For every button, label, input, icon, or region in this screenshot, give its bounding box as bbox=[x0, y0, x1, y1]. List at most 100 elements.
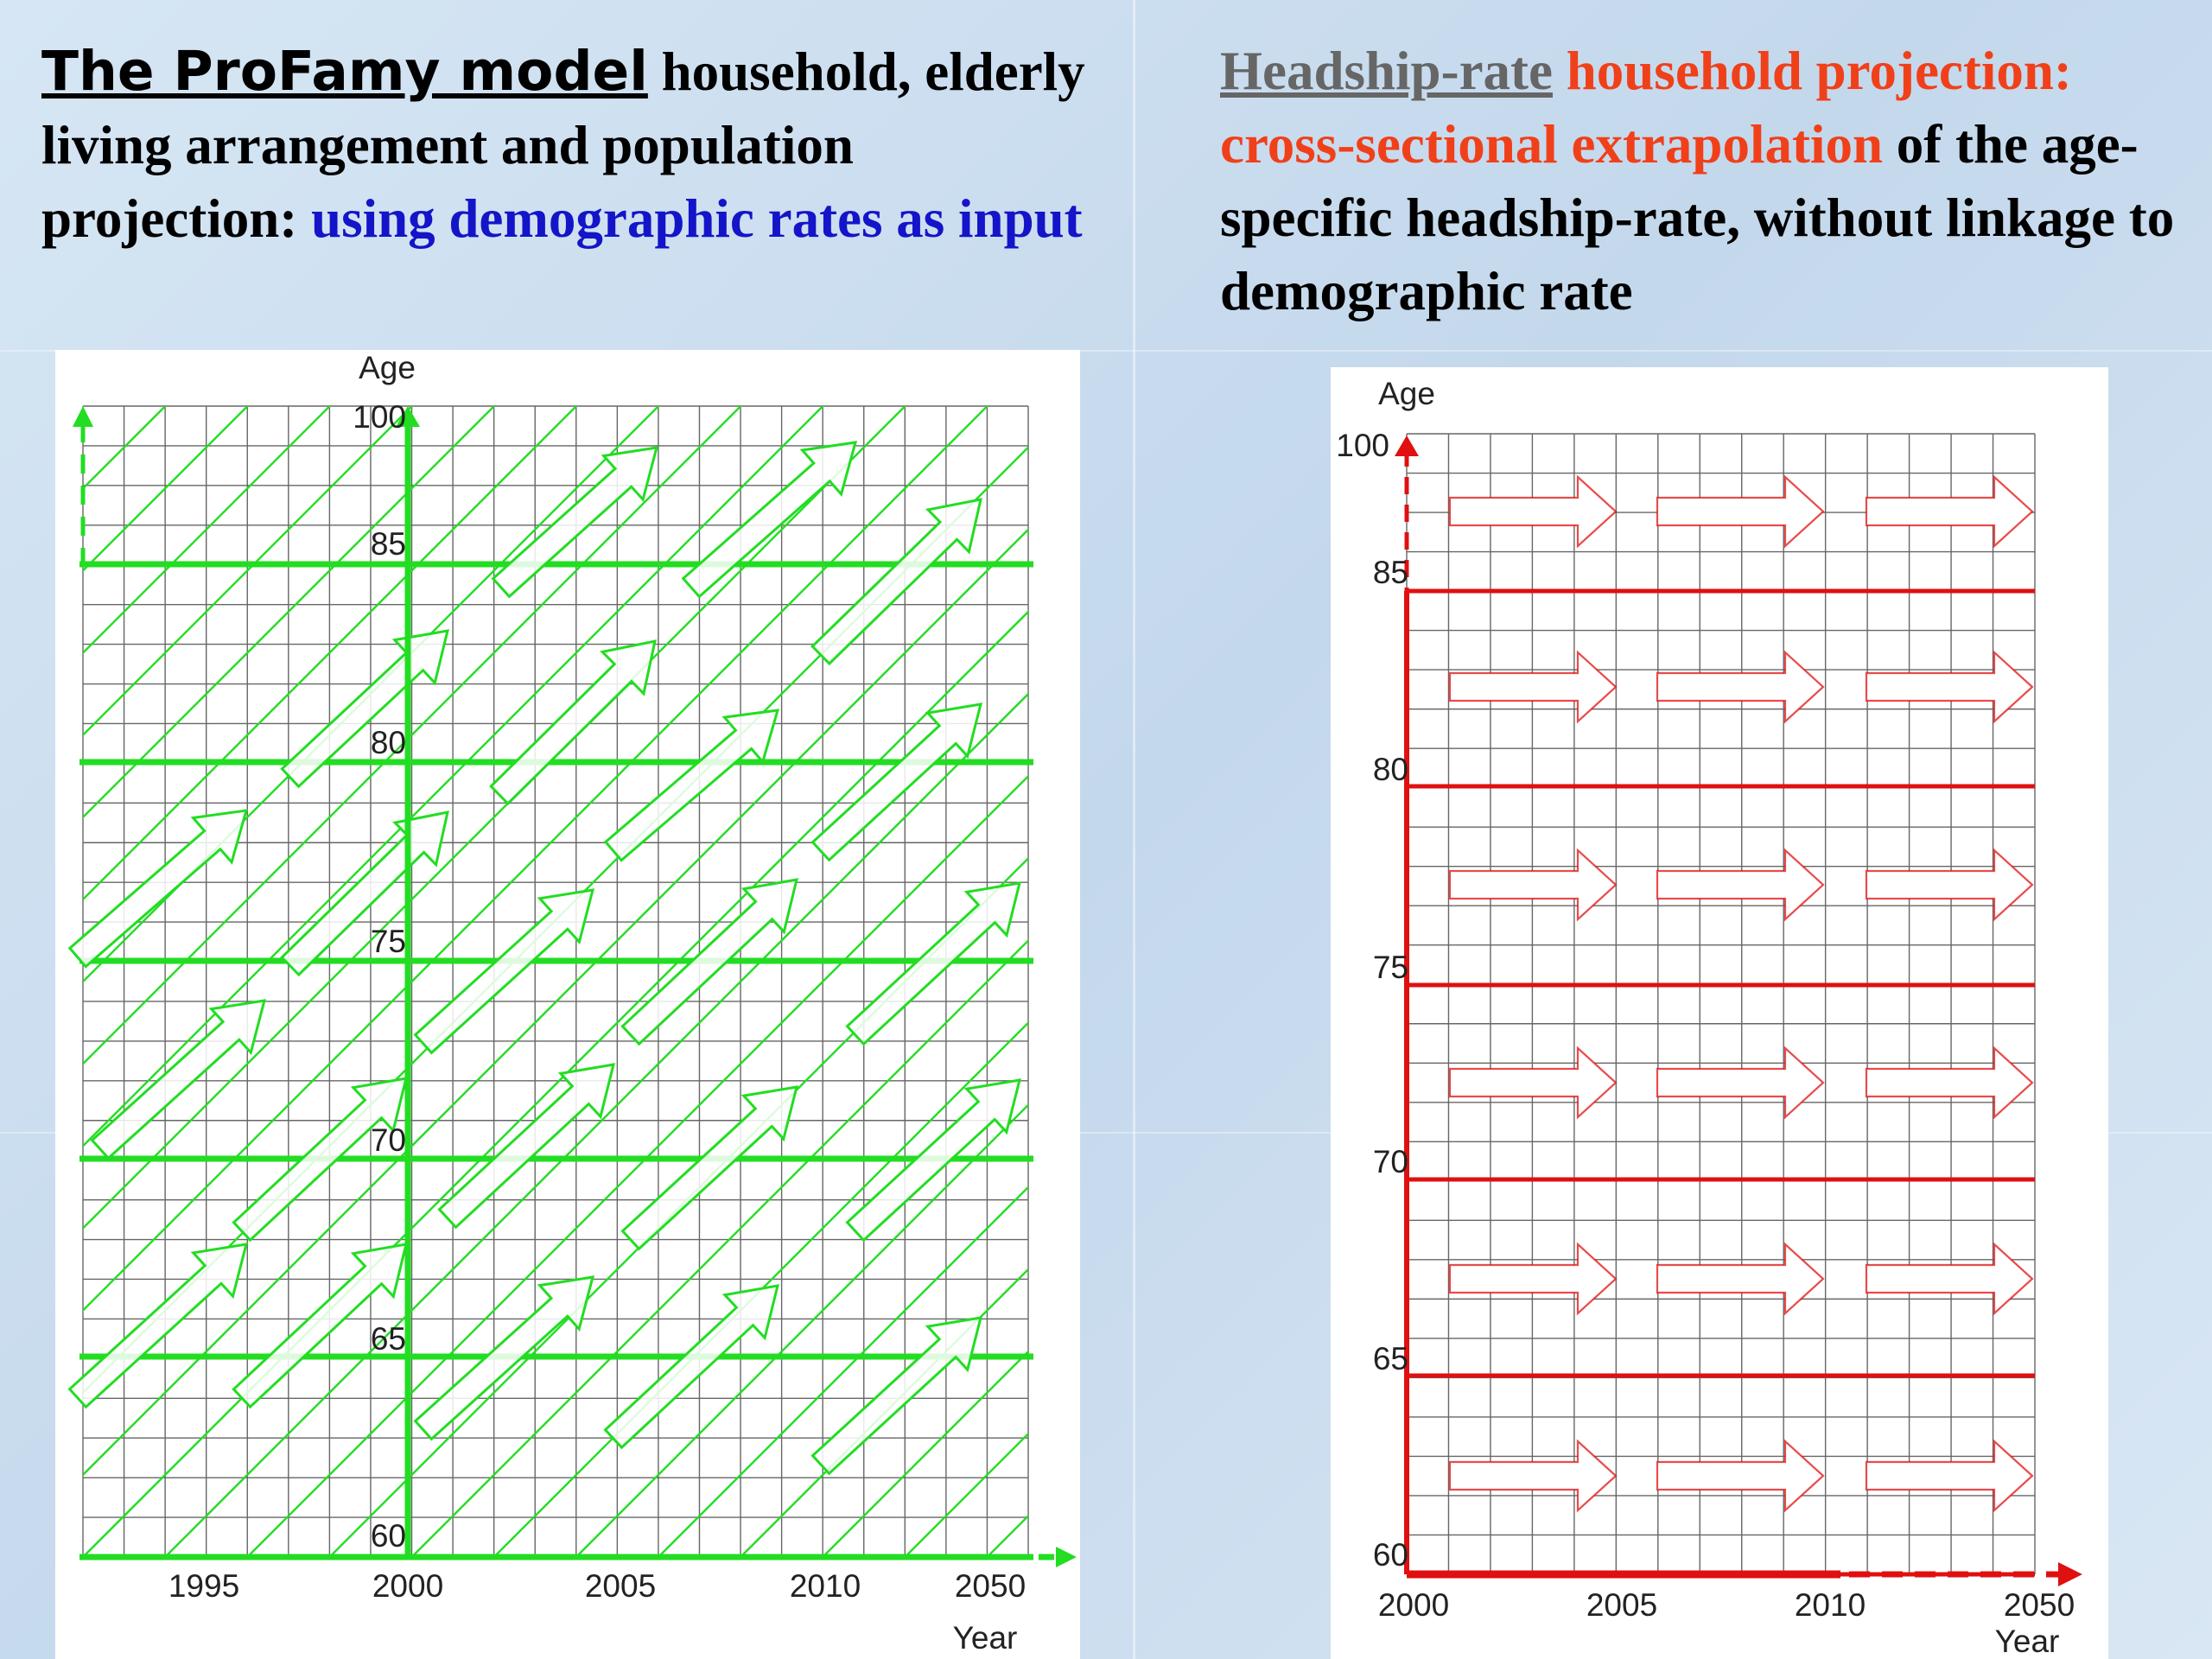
cohort-arrow bbox=[845, 1078, 1022, 1243]
period-arrow bbox=[1448, 1439, 1618, 1513]
slide-divider bbox=[1133, 0, 1135, 1659]
left-axes bbox=[73, 406, 1077, 1567]
slide-divider bbox=[0, 1132, 2212, 1134]
left-x-tick: 2000 bbox=[372, 1568, 443, 1604]
cohort-line bbox=[83, 406, 907, 1230]
cohort-arrow bbox=[413, 1275, 595, 1441]
left-y-tick: 80 bbox=[371, 725, 406, 760]
cohort-arrow bbox=[413, 888, 595, 1055]
cohort-line bbox=[83, 406, 332, 655]
period-arrow bbox=[1656, 1046, 1825, 1120]
cohort-arrow bbox=[810, 498, 982, 666]
cohort-line bbox=[83, 406, 660, 983]
period-arrow bbox=[1865, 1242, 2034, 1316]
left-x-ticks: 1995 2000 2005 2010 2050 bbox=[168, 1568, 1026, 1604]
right-y-tick: 75 bbox=[1373, 950, 1408, 985]
left-y-tick: 75 bbox=[371, 924, 406, 959]
cohort-arrow bbox=[620, 878, 799, 1046]
right-heading-red-2: cross-sectional extrapolation bbox=[1220, 114, 1883, 175]
left-y-tick: 65 bbox=[371, 1321, 406, 1357]
cohort-arrow bbox=[603, 1284, 780, 1450]
cohort-arrow bbox=[620, 1085, 799, 1251]
right-diagram-background bbox=[1331, 367, 2108, 1659]
period-arrow bbox=[1448, 848, 1618, 922]
right-period-arrows bbox=[1448, 474, 2034, 1513]
period-arrow bbox=[1656, 474, 1825, 549]
left-heading-highlight: using demographic rates as input bbox=[311, 188, 1083, 249]
left-x-tick: 2010 bbox=[790, 1568, 861, 1604]
right-y-tick: 70 bbox=[1373, 1144, 1408, 1179]
right-x-tick: 2005 bbox=[1586, 1587, 1657, 1623]
period-arrow bbox=[1656, 1439, 1825, 1513]
arrow-head bbox=[2058, 1562, 2082, 1586]
cohort-arrow bbox=[845, 881, 1022, 1046]
cohort-arrow bbox=[67, 1243, 249, 1409]
period-arrow bbox=[1656, 650, 1825, 724]
cohort-line bbox=[83, 406, 825, 1148]
period-arrow bbox=[1865, 1046, 2034, 1120]
period-arrow bbox=[1448, 650, 1618, 724]
cohort-arrow bbox=[67, 809, 249, 969]
right-heading: Headship-rate household projection: cros… bbox=[1220, 35, 2205, 328]
right-y-axis-label: Age bbox=[1378, 376, 1435, 411]
right-x-axis-label: Year bbox=[1995, 1624, 2060, 1659]
cohort-line bbox=[83, 406, 742, 1065]
cohort-arrow bbox=[681, 441, 858, 599]
left-x-tick: 2050 bbox=[955, 1568, 1026, 1604]
cohort-arrow bbox=[437, 1063, 616, 1230]
left-diagram: Age Year 100 85 80 75 70 65 60 1995 2000… bbox=[0, 347, 2212, 1659]
cohort-arrow bbox=[232, 1077, 409, 1243]
cohort-arrow bbox=[489, 639, 657, 806]
cohort-arrow bbox=[810, 702, 983, 862]
period-arrow bbox=[1656, 848, 1825, 922]
cohort-line bbox=[83, 406, 250, 573]
cohort-arrow bbox=[232, 1243, 408, 1409]
cohort-line bbox=[83, 406, 578, 901]
right-y-tick: 65 bbox=[1373, 1341, 1408, 1376]
cohort-arrow bbox=[491, 446, 659, 599]
right-y-tick: 100 bbox=[1336, 428, 1389, 463]
slide-divider bbox=[0, 350, 2212, 352]
right-y-tick: 85 bbox=[1373, 555, 1408, 590]
right-x-ticks: 2000 2005 2010 2050 bbox=[1378, 1587, 2075, 1623]
period-arrow bbox=[1865, 474, 2034, 549]
right-x-tick: 2050 bbox=[2004, 1587, 2075, 1623]
left-heading-model: The ProFamy model bbox=[41, 40, 648, 103]
left-y-tick: 70 bbox=[371, 1122, 406, 1158]
period-arrow bbox=[1656, 1242, 1825, 1316]
right-y-tick: 60 bbox=[1373, 1537, 1408, 1573]
right-y-ticks: 100 85 80 75 70 65 60 bbox=[1336, 428, 1408, 1573]
left-y-tick: 60 bbox=[371, 1518, 406, 1554]
right-y-tick: 80 bbox=[1373, 752, 1408, 787]
left-cohort-arrows bbox=[67, 441, 1022, 1476]
cohort-line bbox=[83, 406, 496, 819]
arrow-head bbox=[1395, 435, 1419, 456]
cohort-arrow bbox=[603, 709, 780, 862]
period-arrow bbox=[1865, 1439, 2034, 1513]
left-heading: The ProFamy model household, elderly liv… bbox=[41, 35, 1113, 256]
right-axes bbox=[1395, 435, 2082, 1586]
left-x-axis-label: Year bbox=[953, 1620, 1018, 1656]
cohort-line bbox=[83, 406, 989, 1313]
left-heading-text: household, elderly living arrangement an… bbox=[41, 41, 1085, 249]
right-diagram: Age Year 100 85 80 75 70 65 60 2000 2005… bbox=[1331, 367, 2108, 1659]
left-y-tick: 85 bbox=[371, 526, 406, 562]
right-heading-method: Headship-rate bbox=[1220, 41, 1553, 101]
cohort-line bbox=[2138, 347, 2212, 1557]
cohort-arrow bbox=[810, 1316, 983, 1476]
left-y-tick: 100 bbox=[353, 399, 406, 435]
arrow-head bbox=[73, 406, 93, 427]
period-arrow bbox=[1448, 474, 1618, 549]
left-x-tick: 2005 bbox=[585, 1568, 656, 1604]
cohort-arrow bbox=[90, 999, 267, 1160]
right-x-tick: 2010 bbox=[1795, 1587, 1866, 1623]
cohort-line bbox=[83, 406, 414, 737]
arrow-head bbox=[396, 406, 420, 427]
period-arrow bbox=[1448, 1242, 1618, 1316]
cohort-line bbox=[0, 347, 60, 1557]
arrow-head bbox=[1056, 1547, 1077, 1567]
right-x-tick: 2000 bbox=[1378, 1587, 1449, 1623]
right-heading-text: of the age-specific headship-rate, witho… bbox=[1220, 114, 2175, 321]
period-arrow bbox=[1865, 848, 2034, 922]
